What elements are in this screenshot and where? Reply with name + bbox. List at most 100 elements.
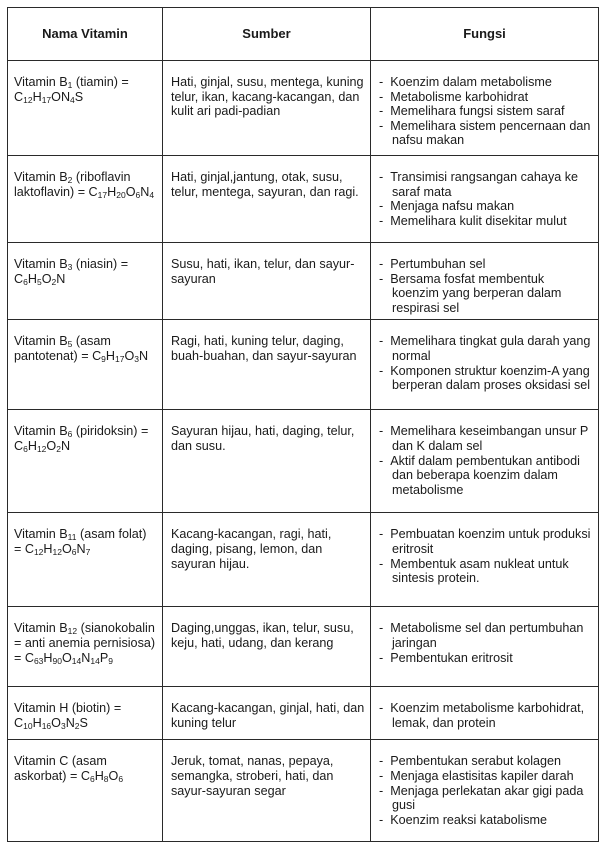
vitamin-name-text: O bbox=[108, 768, 119, 783]
table-row: Vitamin C (asam askorbat) = C6H8O6 Jeruk,… bbox=[7, 739, 599, 843]
vitamin-name-text: Vitamin B bbox=[14, 424, 68, 439]
sumber-cell: Sayuran hijau, hati, daging, telur, dan … bbox=[162, 409, 371, 514]
table-row: Vitamin H (biotin) = C10H16O3N2S Kacang-k… bbox=[7, 686, 599, 741]
vitamin-name-text: O bbox=[62, 541, 72, 556]
sumber-cell: Hati, ginjal,jantung, otak, susu, telur,… bbox=[162, 155, 371, 243]
formula-subscript: 12 bbox=[33, 546, 44, 557]
fungsi-list: Memelihara tingkat gula darah yang norma… bbox=[379, 334, 594, 392]
formula-subscript: 3 bbox=[134, 353, 140, 364]
table-row: Vitamin B11 (asam folat) = C12H12O6N7 Kac… bbox=[7, 512, 599, 608]
formula-subscript: 6 bbox=[67, 429, 73, 440]
table-row: Vitamin B6 (piridoksin) = C6H12O2N Sayura… bbox=[7, 409, 599, 514]
vitamin-name-text: H bbox=[94, 768, 104, 783]
table-row: Vitamin B12 (sianokobalin = anti anemia … bbox=[7, 606, 599, 688]
fungsi-list: Memelihara keseimbangan unsur P dan K da… bbox=[379, 424, 594, 497]
fungsi-list: Transimisi rangsangan cahaya ke saraf ma… bbox=[379, 170, 594, 228]
vitamin-name-text: ON bbox=[51, 89, 71, 104]
formula-subscript: 8 bbox=[103, 773, 109, 784]
formula-subscript: 12 bbox=[36, 443, 47, 454]
formula-subscript: 6 bbox=[23, 276, 28, 287]
formula-subscript: 2 bbox=[74, 720, 80, 731]
fungsi-item: Bersama fosfat membentuk koenzim yang be… bbox=[379, 272, 594, 316]
fungsi-cell: Pembentukan serabut kolagenMenjaga elast… bbox=[370, 739, 599, 843]
table-row: Vitamin B3 (niasin) = C6H5O2N Susu, hati,… bbox=[7, 241, 599, 321]
formula-subscript: 3 bbox=[60, 720, 66, 731]
vitamin-name-text: H bbox=[32, 715, 42, 730]
fungsi-item: Metabolisme sel dan pertumbuhan jaringan bbox=[379, 621, 594, 650]
vitamin-name-cell: Vitamin B2 (riboflavin laktoflavin) = C1… bbox=[7, 155, 163, 243]
formula-subscript: 6 bbox=[135, 189, 141, 200]
fungsi-list: Metabolisme sel dan pertumbuhan jaringan… bbox=[379, 621, 594, 665]
vitamin-name-text: (riboflavin laktoflavin) = C bbox=[14, 170, 131, 199]
vitamin-name-text: Vitamin B bbox=[14, 334, 68, 349]
sumber-cell: Susu, hati, ikan, telur, dan sayur-sayur… bbox=[162, 241, 371, 321]
formula-subscript: 4 bbox=[70, 94, 75, 105]
formula-subscript: 20 bbox=[116, 189, 126, 200]
vitamin-name-text: (tiamin) = C bbox=[14, 75, 129, 104]
vitamin-name-text: (niasin) = C bbox=[14, 257, 129, 286]
sumber-cell: Kacang-kacangan, ginjal, hati, dan kunin… bbox=[162, 686, 371, 741]
formula-subscript: 6 bbox=[89, 773, 95, 784]
formula-subscript: 12 bbox=[52, 546, 62, 557]
fungsi-item: Membentuk asam nukleat untuk sintesis pr… bbox=[379, 557, 594, 586]
fungsi-list: Pembuatan koenzim untuk produksi eritros… bbox=[379, 527, 594, 585]
fungsi-list: Koenzim metabolisme karbohidrat, lemak, … bbox=[379, 701, 594, 730]
fungsi-list: Pertumbuhan selBersama fosfat membentuk … bbox=[379, 257, 594, 315]
vitamin-name-cell: Vitamin B11 (asam folat) = C12H12O6N7 bbox=[7, 512, 163, 608]
vitamin-name-cell: Vitamin B1 (tiamin) = C12H17ON4S bbox=[7, 60, 163, 156]
vitamin-name-text: H bbox=[43, 650, 53, 665]
vitamin-name-text: N bbox=[140, 184, 150, 199]
fungsi-item: Koenzim dalam metabolisme bbox=[379, 75, 594, 90]
header-row: Nama Vitamin Sumber Fungsi bbox=[7, 7, 599, 61]
fungsi-item: Pembuatan koenzim untuk produksi eritros… bbox=[379, 527, 594, 556]
vitamin-name-text: S bbox=[79, 715, 88, 730]
formula-subscript: 9 bbox=[108, 655, 113, 666]
vitamin-name-text: (sianokobalin = anti anemia pernisiosa) … bbox=[14, 621, 156, 665]
fungsi-item: Menjaga elastisitas kapiler darah bbox=[379, 769, 594, 784]
formula-subscript: 14 bbox=[90, 655, 100, 666]
table-row: Vitamin B2 (riboflavin laktoflavin) = C1… bbox=[7, 155, 599, 243]
vitamin-name-text: O bbox=[124, 348, 135, 363]
vitamin-name-text: H bbox=[105, 348, 116, 363]
formula-subscript: 90 bbox=[52, 655, 62, 666]
fungsi-item: Pembentukan eritrosit bbox=[379, 651, 594, 666]
fungsi-item: Pembentukan serabut kolagen bbox=[379, 754, 594, 769]
vitamin-name-text: O bbox=[41, 271, 52, 286]
fungsi-item: Pertumbuhan sel bbox=[379, 257, 594, 272]
formula-subscript: 63 bbox=[33, 655, 44, 666]
sumber-cell: Daging,unggas, ikan, telur, susu, keju, … bbox=[162, 606, 371, 688]
fungsi-item: Koenzim reaksi katabolisme bbox=[379, 813, 594, 828]
fungsi-cell: Koenzim metabolisme karbohidrat, lemak, … bbox=[370, 686, 599, 741]
formula-subscript: 9 bbox=[101, 353, 106, 364]
formula-subscript: 16 bbox=[41, 720, 52, 731]
vitamin-name-text: (piridoksin) = C bbox=[14, 424, 149, 453]
fungsi-item: Komponen struktur koenzim-A yang berpera… bbox=[379, 364, 594, 393]
fungsi-cell: Transimisi rangsangan cahaya ke saraf ma… bbox=[370, 155, 599, 243]
fungsi-item: Transimisi rangsangan cahaya ke saraf ma… bbox=[379, 170, 594, 199]
vitamin-name-text: Vitamin B bbox=[14, 170, 68, 184]
fungsi-cell: Koenzim dalam metabolismeMetabolisme kar… bbox=[370, 60, 599, 156]
fungsi-item: Memelihara kulit disekitar mulut bbox=[379, 214, 594, 229]
vitamin-name-text: Vitamin B bbox=[14, 621, 68, 636]
vitamin-name-text: Vitamin B bbox=[14, 75, 68, 89]
formula-subscript: 7 bbox=[85, 546, 91, 557]
vitamin-name-text: O bbox=[46, 438, 57, 453]
header-nama-vitamin: Nama Vitamin bbox=[7, 7, 163, 61]
vitamin-name-text: H bbox=[43, 541, 53, 556]
fungsi-cell: Pembuatan koenzim untuk produksi eritros… bbox=[370, 512, 599, 608]
formula-subscript: 4 bbox=[149, 189, 155, 200]
formula-subscript: 17 bbox=[41, 94, 52, 105]
vitamin-name-cell: Vitamin B5 (asam pantotenat) = C9H17O3N bbox=[7, 319, 163, 411]
fungsi-item: Memelihara sistem pencernaan dan nafsu m… bbox=[379, 119, 594, 148]
formula-subscript: 1 bbox=[67, 80, 73, 90]
sumber-cell: Kacang-kacangan, ragi, hati, daging, pis… bbox=[162, 512, 371, 608]
sumber-cell: Ragi, hati, kuning telur, daging, buah-b… bbox=[162, 319, 371, 411]
fungsi-item: Aktif dalam pembentukan antibodi dan beb… bbox=[379, 454, 594, 498]
vitamin-name-text: N bbox=[65, 715, 75, 730]
vitamin-name-cell: Vitamin B12 (sianokobalin = anti anemia … bbox=[7, 606, 163, 688]
fungsi-item: Memelihara tingkat gula darah yang norma… bbox=[379, 334, 594, 363]
vitamin-name-text: N bbox=[76, 541, 86, 556]
vitamin-name-text: N bbox=[56, 271, 66, 286]
formula-subscript: 3 bbox=[67, 262, 73, 272]
fungsi-list: Koenzim dalam metabolismeMetabolisme kar… bbox=[379, 75, 594, 148]
